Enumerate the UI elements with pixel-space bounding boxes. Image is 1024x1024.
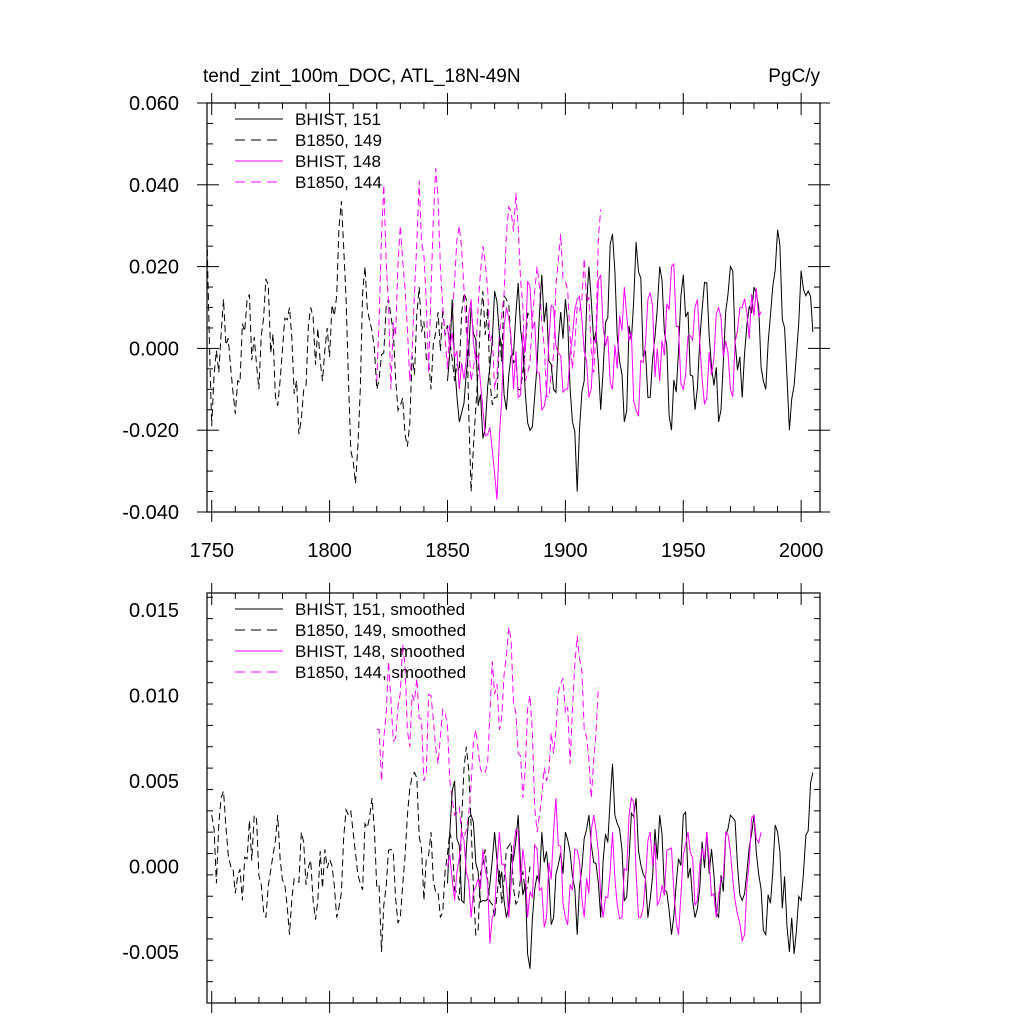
- top-y-tick-label: 0.020: [129, 257, 179, 279]
- top-y-tick-label: 0.000: [129, 338, 179, 360]
- top-x-tick-label: 1950: [661, 540, 706, 562]
- bottom-legend-label: BHIST, 148, smoothed: [295, 642, 465, 661]
- top-legend-label: BHIST, 148: [295, 152, 381, 171]
- bottom-series-line-b1850-149-smoothed: [211, 746, 531, 952]
- bottom-y-tick-label: 0.015: [129, 600, 179, 622]
- bottom-y-tick-label: 0.010: [129, 686, 179, 708]
- bottom-panel: -0.005 0.000 0.005 0.010 0.015 BHIST, 151, sm…: [122, 583, 821, 1013]
- top-x-tick-label: 2000: [779, 540, 824, 562]
- bottom-series-line-bhist-148-smoothed: [447, 796, 762, 944]
- top-panel: 1750 1800 1850 1900 1950 2000 -0.040 -0.020 0.00…: [122, 66, 830, 562]
- chart-title: tend_zint_100m_DOC, ATL_18N-49N: [203, 66, 521, 87]
- top-legend-label: B1850, 144: [295, 173, 382, 192]
- top-series-line-b1850-144: [376, 168, 602, 399]
- bottom-legend-label: B1850, 144, smoothed: [295, 663, 466, 682]
- units-label: PgC/y: [768, 66, 820, 87]
- bottom-legend-label: B1850, 149, smoothed: [295, 621, 466, 640]
- top-x-tick-label: 1850: [425, 540, 470, 562]
- top-series-line-bhist-148: [447, 262, 762, 500]
- bottom-y-tick-label: 0.000: [129, 856, 179, 878]
- top-legend-label: B1850, 149: [295, 131, 382, 150]
- top-x-tick-label: 1800: [307, 540, 352, 562]
- top-y-tick-label: -0.040: [122, 502, 179, 524]
- bottom-legend-label: BHIST, 151, smoothed: [295, 600, 465, 619]
- top-x-tick-label: 1750: [189, 540, 234, 562]
- bottom-series-line-bhist-151-smoothed: [447, 763, 814, 969]
- top-legend-label: BHIST, 151: [295, 110, 381, 129]
- top-x-tick-label: 1900: [543, 540, 588, 562]
- top-series-line-b1850-149: [207, 201, 531, 492]
- top-y-tick-label: -0.020: [122, 420, 179, 442]
- bottom-y-tick-label: 0.005: [129, 771, 179, 793]
- bottom-y-tick-label: -0.005: [122, 942, 179, 964]
- top-series-line-bhist-151: [447, 229, 814, 492]
- bottom-series-line-b1850-144-smoothed: [376, 627, 599, 839]
- top-y-tick-label: 0.060: [129, 93, 179, 115]
- top-y-tick-label: 0.040: [129, 175, 179, 197]
- bottom-plot-frame: [206, 592, 821, 1004]
